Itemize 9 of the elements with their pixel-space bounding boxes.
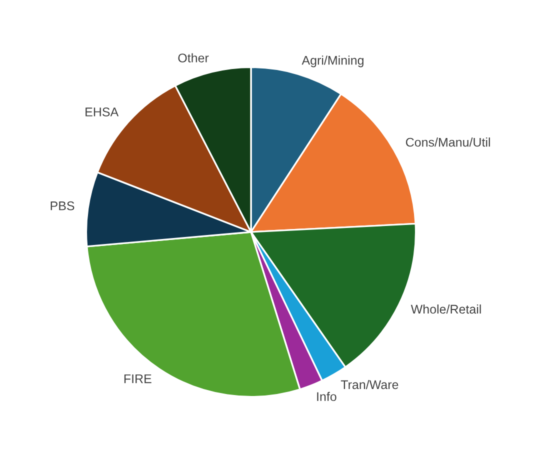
slice-label: Whole/Retail <box>410 304 481 314</box>
slice-label: EHSA <box>86 108 119 116</box>
slice-label: Other <box>178 53 209 62</box>
slice-label: FIRE <box>124 374 152 384</box>
slice-label: Info <box>317 392 336 402</box>
slice-label: Cons/Manu/Util <box>406 138 490 147</box>
slice-label: Agri/Mining <box>302 56 364 68</box>
slice-label: PBS <box>50 201 74 210</box>
slice-label: Tran/Ware <box>340 380 398 390</box>
